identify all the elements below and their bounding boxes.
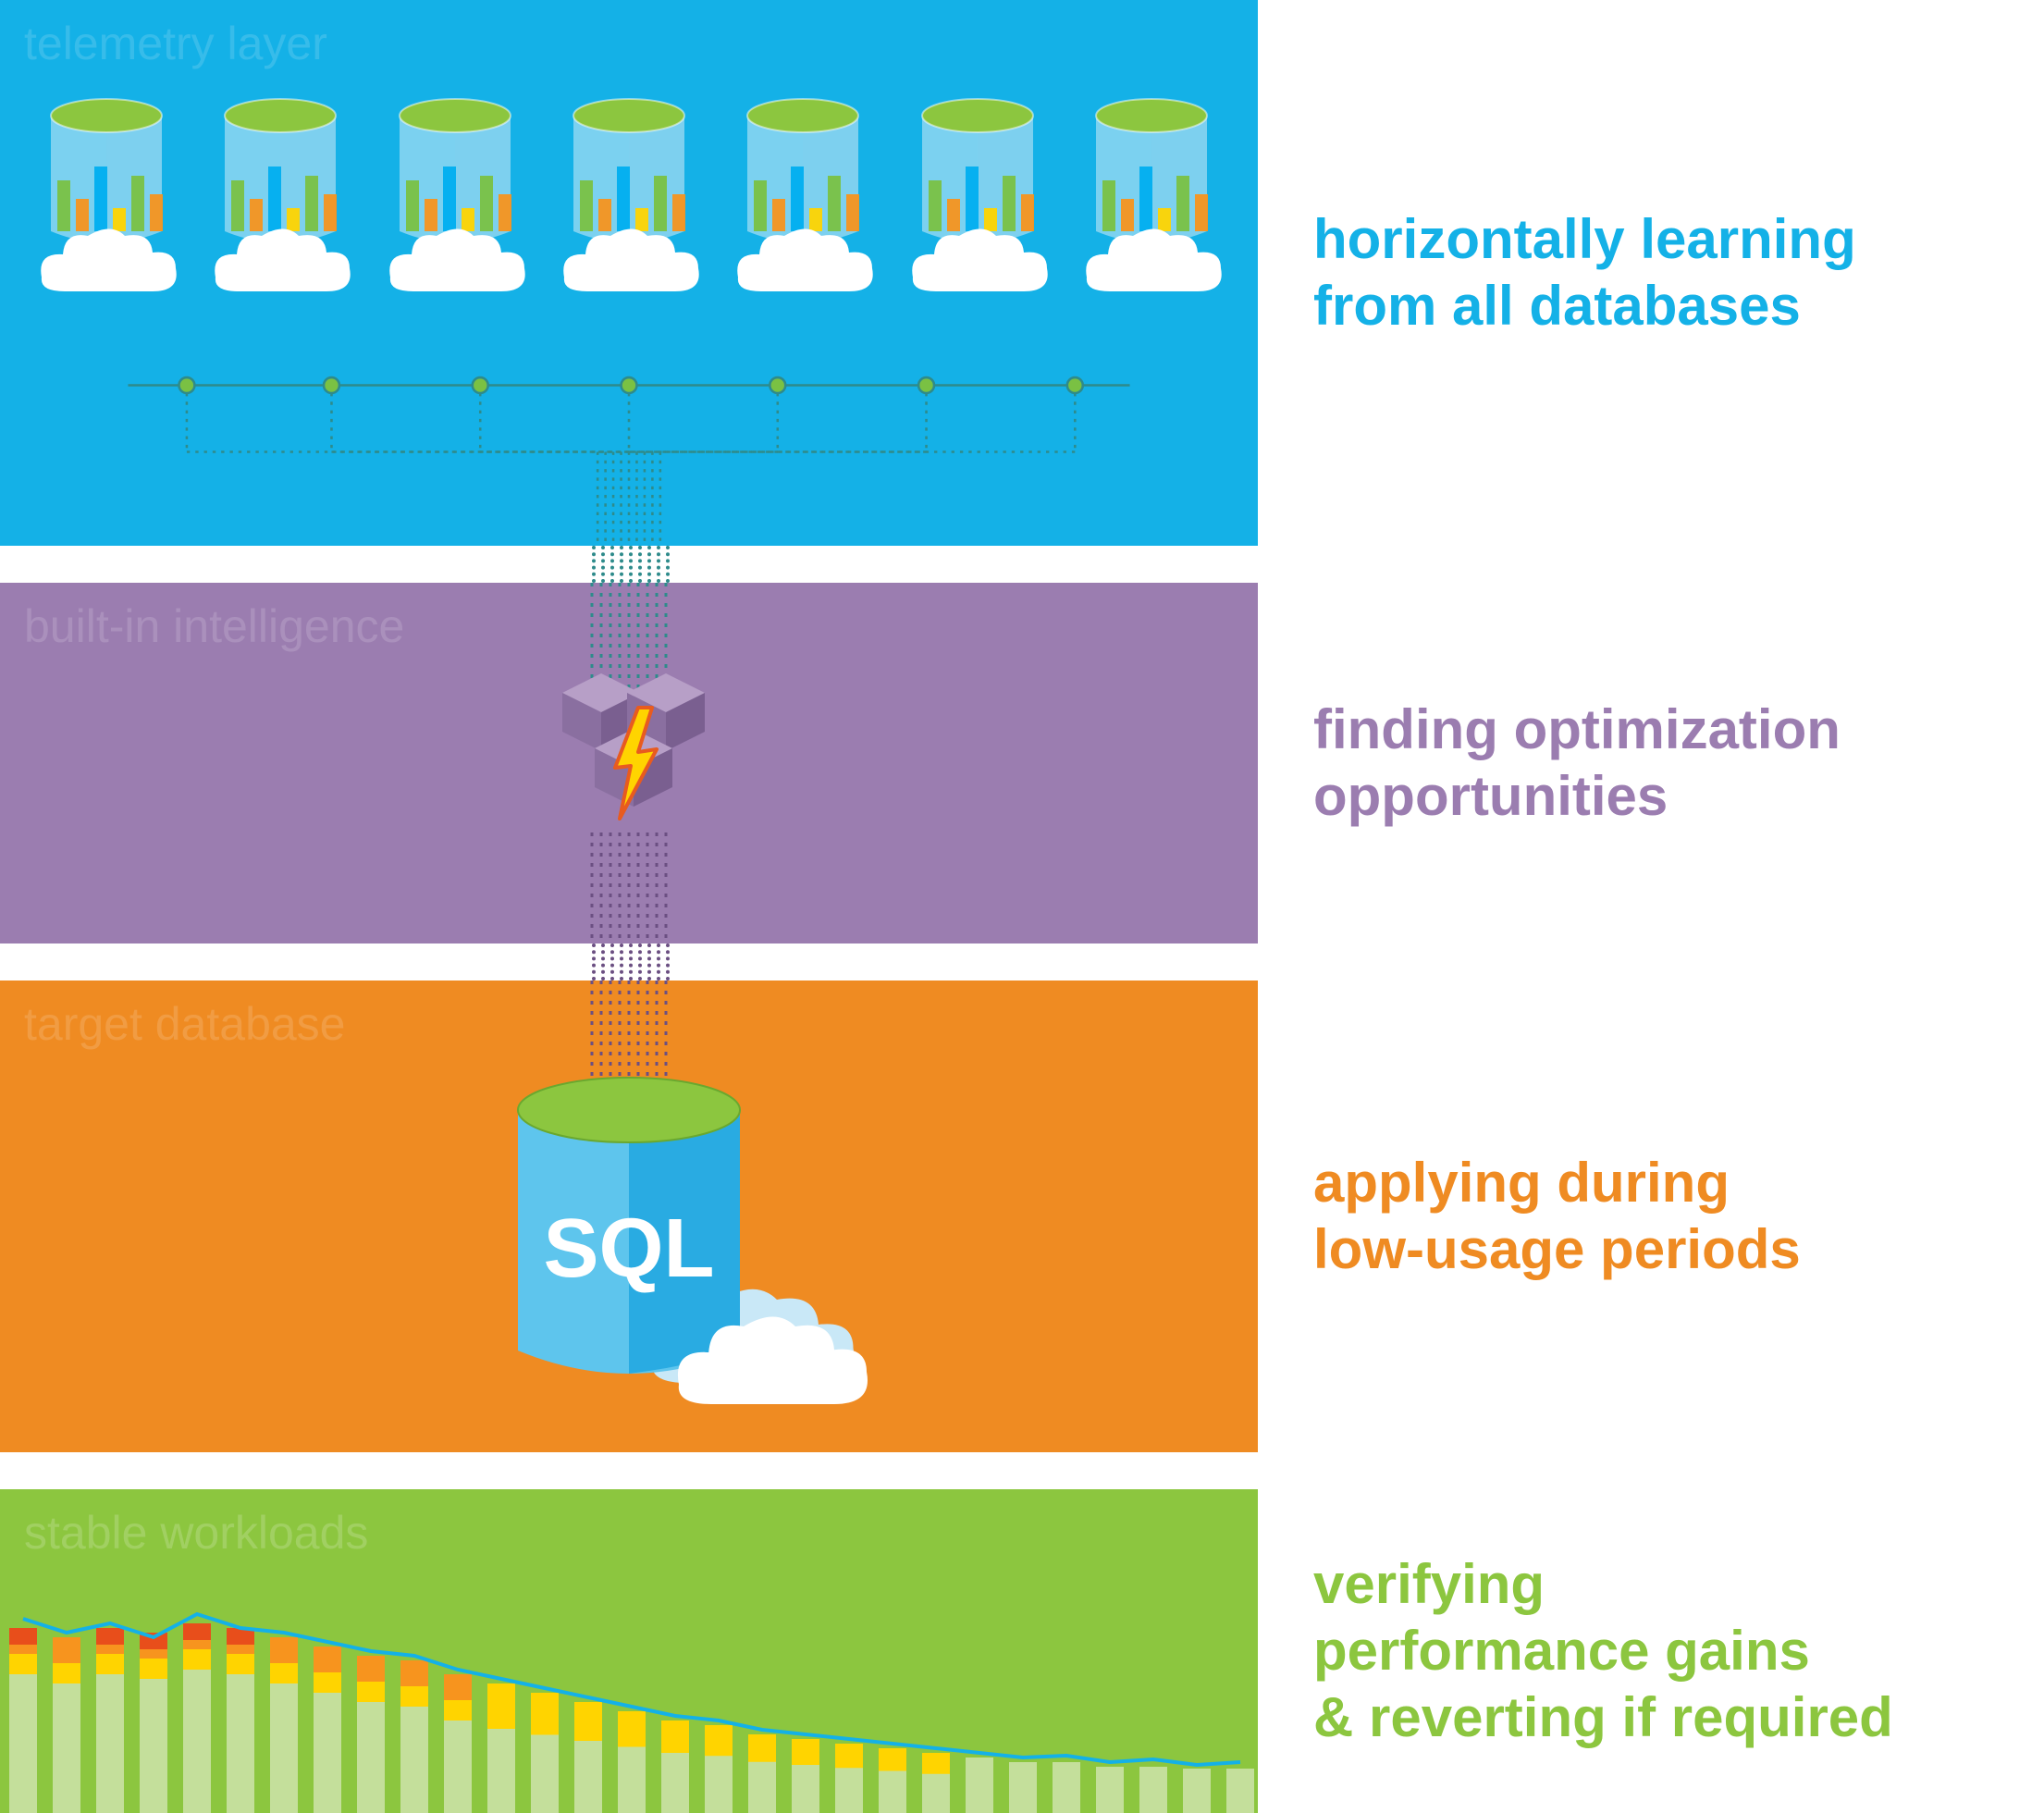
row-intelligence: built-in intelligence finding optimizatio… [0, 583, 2044, 944]
db-item [899, 92, 1056, 259]
workload-chart [0, 1554, 1258, 1813]
panel-label-workloads: stable workloads [24, 1506, 368, 1560]
dotted-connector-1 [592, 546, 684, 583]
panel-label-telemetry: telemetry layer [24, 17, 327, 70]
row-telemetry: telemetry layer horizontally learningfrom… [0, 0, 2044, 546]
row-workloads: stable workloads verifyingperformance gai… [0, 1489, 2044, 1813]
panel-workloads: stable workloads [0, 1489, 1258, 1813]
db-item [1073, 92, 1230, 259]
panel-label-intelligence: built-in intelligence [24, 599, 404, 653]
cloud-icon [32, 227, 180, 310]
sql-database-icon: SQL [481, 1045, 869, 1438]
row-target: target database SQL applying duringlow-usa… [0, 980, 2044, 1452]
dotted-out [583, 832, 694, 944]
panel-label-target: target database [24, 997, 346, 1051]
db-row [28, 92, 1230, 259]
cloud-icon [904, 227, 1052, 310]
side-text-2: finding optimizationopportunities [1258, 583, 2044, 944]
panel-target: target database SQL [0, 980, 1258, 1452]
cloud-icon [1077, 227, 1225, 310]
svg-text:SQL: SQL [543, 1202, 714, 1295]
db-item [376, 92, 534, 259]
side-text-1: horizontally learningfrom all databases [1258, 0, 2044, 546]
cloud-icon [381, 227, 529, 310]
side-text-4: verifyingperformance gains& reverting if… [1258, 1489, 2044, 1813]
cloud-icon [729, 227, 877, 310]
panel-telemetry: telemetry layer [0, 0, 1258, 546]
db-item [550, 92, 708, 259]
dotted-connector-2 [592, 944, 684, 980]
cloud-icon [555, 227, 703, 310]
db-item [28, 92, 185, 259]
side-text-3: applying duringlow-usage periods [1258, 980, 2044, 1452]
cubes-icon [527, 657, 731, 860]
cloud-icon [206, 227, 354, 310]
db-item [202, 92, 359, 259]
db-item [724, 92, 881, 259]
network-lines [0, 342, 1258, 546]
panel-intelligence: built-in intelligence [0, 583, 1258, 944]
